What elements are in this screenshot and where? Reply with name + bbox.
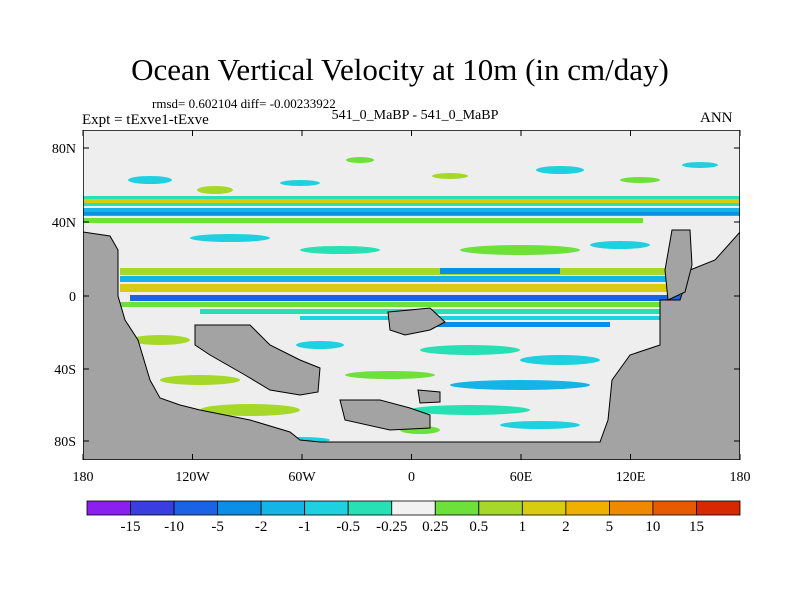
season-label: ANN	[700, 110, 733, 126]
field-patch	[410, 405, 530, 415]
field-patch	[536, 166, 584, 174]
colorbar: -15 -10 -5 -2 -1 -0.5 -0.25 0.25 0.5 1 2 5 10 15	[86, 500, 741, 535]
field-patch	[160, 375, 240, 385]
colorbar-swatch	[478, 500, 523, 516]
field-patch	[620, 177, 660, 183]
colorbar-label: -10	[164, 519, 184, 535]
field-patch	[200, 404, 300, 416]
land-west-continent	[83, 231, 740, 460]
land-central-block	[339, 399, 431, 431]
field-patch	[500, 421, 580, 429]
field-patch	[590, 241, 650, 249]
land-center-island	[387, 307, 446, 336]
colorbar-swatch	[173, 500, 218, 516]
field-patch	[197, 186, 233, 194]
field-patch	[296, 341, 344, 349]
colorbar-label: 2	[562, 519, 570, 535]
land-east-strip	[664, 229, 693, 301]
x-tick-label: 0	[408, 470, 415, 485]
field-patch	[450, 380, 590, 390]
field-patch	[128, 176, 172, 184]
colorbar-label: -15	[121, 519, 141, 535]
land-southern-block	[194, 324, 321, 396]
colorbar-label: 1	[519, 519, 527, 535]
y-tick-label: 0	[69, 290, 76, 305]
colorbar-swatch	[347, 500, 393, 516]
field-patch	[280, 180, 320, 186]
colorbar-swatch	[217, 500, 262, 516]
rmsd-diff-stats: rmsd= 0.602104 diff= -0.00233922	[152, 96, 336, 111]
field-patch	[520, 355, 600, 365]
map-title: Ocean Vertical Velocity at 10m (in cm/da…	[131, 52, 669, 87]
colorbar-swatch	[86, 500, 131, 516]
field-patch	[432, 173, 468, 179]
colorbar-label: -0.5	[336, 519, 360, 535]
colorbar-label: -0.25	[376, 519, 407, 535]
field-patch	[682, 162, 718, 168]
colorbar-label: -5	[211, 519, 224, 535]
field-band	[83, 212, 740, 215]
colorbar-label: 0.5	[469, 519, 488, 535]
field-band	[120, 284, 720, 292]
experiment-label: Expt = tExve1-tExve	[82, 112, 209, 128]
field-patch	[346, 157, 374, 163]
colorbar-swatch	[434, 500, 480, 516]
colorbar-label: 5	[606, 519, 614, 535]
field-band	[83, 199, 740, 203]
x-tick-label: 120W	[175, 470, 210, 485]
colorbar-swatch	[652, 500, 697, 516]
model-comparison-label: 541_0_MaBP - 541_0_MaBP	[331, 108, 499, 123]
field-band	[430, 322, 610, 327]
x-tick-label: 60W	[288, 470, 316, 485]
field-patch	[460, 245, 580, 255]
map-axes: 80N 40N 0 40S 80S 180 120W 60W 0 60E 120E 180	[52, 130, 751, 485]
field-patch	[345, 371, 435, 379]
colorbar-label: 10	[645, 519, 660, 535]
field-patch	[130, 335, 190, 345]
field-band	[83, 218, 643, 223]
y-tick-label: 40S	[54, 363, 76, 378]
field-band	[130, 295, 710, 301]
colorbar-swatch	[260, 500, 306, 516]
y-tick-label: 80N	[52, 142, 76, 157]
colorbar-swatch	[304, 500, 349, 516]
colorbar-swatch	[565, 500, 610, 516]
colorbar-swatch	[521, 500, 567, 516]
colorbar-label: 15	[689, 519, 704, 535]
x-tick-label: 60E	[510, 470, 533, 485]
colorbar-label: 0.25	[422, 519, 448, 535]
field-patch	[420, 345, 520, 355]
field-patch	[190, 234, 270, 242]
x-tick-label: 180	[73, 470, 94, 485]
land-mask	[83, 229, 740, 460]
y-tick-label: 40N	[52, 216, 76, 231]
field-band	[200, 309, 680, 314]
colorbar-label: -1	[298, 519, 311, 535]
x-tick-label: 180	[730, 470, 751, 485]
velocity-field	[83, 157, 740, 443]
field-band	[120, 302, 720, 307]
x-tick-label: 120E	[616, 470, 646, 485]
y-tick-label: 80S	[54, 435, 76, 450]
field-band	[120, 268, 680, 275]
colorbar-swatch	[609, 500, 654, 516]
colorbar-swatch	[130, 500, 175, 516]
colorbar-label: -2	[255, 519, 268, 535]
field-band	[120, 276, 680, 282]
field-band	[440, 268, 560, 274]
colorbar-swatch	[391, 500, 436, 516]
land-east-island-south	[417, 389, 441, 404]
colorbar-swatch	[696, 500, 741, 516]
field-patch	[300, 246, 380, 254]
field-band	[300, 316, 700, 320]
